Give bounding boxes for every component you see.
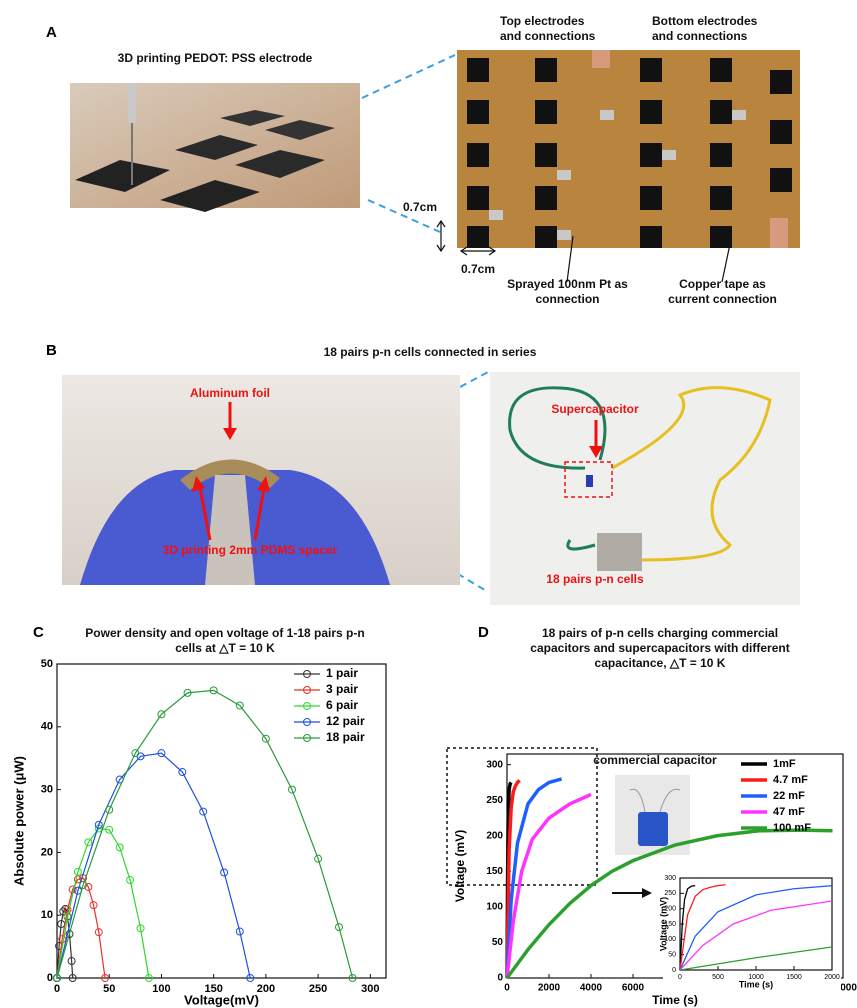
y-axis-label: Voltage (mV) [658, 897, 668, 951]
y-tick-label: 300 [664, 875, 676, 882]
annotation: commercial capacitor [590, 753, 720, 768]
y-tick-label: 250 [486, 795, 503, 806]
y-tick-label: 100 [486, 902, 503, 913]
caption: Sprayed 100nm Pt as connection [505, 277, 630, 307]
x-tick-label: 4000 [580, 983, 603, 994]
legend-label: 18 pair [326, 730, 365, 744]
legend-label: 4.7 mF [773, 774, 808, 786]
x-tick-label: 0 [678, 974, 682, 981]
y-tick-label: 50 [492, 937, 504, 948]
legend-label: 12 pair [326, 714, 365, 728]
caption: Bottom electrodes and connections [652, 14, 762, 44]
series-line [507, 795, 591, 978]
panel-label: A [46, 24, 57, 41]
caption: Aluminum foil [170, 386, 290, 401]
caption: Top electrodes and connections [500, 14, 600, 44]
x-axis-label: Time (s) [652, 993, 698, 1007]
y-tick-label: 250 [664, 890, 676, 897]
photo-circuit [490, 372, 800, 605]
zoom-box [447, 748, 597, 885]
x-tick-label: 6000 [622, 983, 645, 994]
x-axis-label: Voltage(mV) [184, 992, 259, 1007]
legend-label: 3 pair [326, 682, 358, 696]
x-tick-label: 300 [361, 983, 379, 995]
x-tick-label: 0 [54, 983, 60, 995]
caption: 3D printing 2mm PDMS spacer [140, 543, 360, 558]
y-tick-label: 40 [41, 721, 53, 733]
x-tick-label: 2000 [824, 974, 840, 981]
x-tick-label: 250 [309, 983, 327, 995]
photo-printing [70, 83, 360, 212]
x-axis-label: Time (s) [739, 979, 773, 989]
caption: Copper tape as current connection [660, 277, 785, 307]
caption: 0.7cm [453, 262, 503, 277]
y-axis-label: Voltage (mV) [453, 830, 467, 902]
y-tick-label: 0 [672, 967, 676, 974]
panel-label: C [33, 624, 44, 641]
y-tick-label: 20 [41, 846, 53, 858]
x-tick-label: 100 [152, 983, 170, 995]
inset-arrow [612, 888, 652, 898]
photo-electrodes [457, 50, 800, 248]
x-tick-label: 2000 [538, 983, 561, 994]
y-tick-label: 0 [47, 972, 53, 984]
series-line [57, 753, 250, 978]
y-tick-label: 200 [486, 830, 503, 841]
y-tick-label: 150 [486, 866, 503, 877]
x-tick-label: 500 [712, 974, 724, 981]
figure-graphics: 0 50 100 150 200 250 300 0 10 20 30 40 50 Voltage(mV)… [0, 0, 857, 1008]
chart-title: 18 pairs of p-n cells charging commercia… [515, 626, 805, 671]
legend-label: 100 mF [773, 822, 811, 834]
caption: Supercapacitor [545, 402, 645, 417]
panel-label: B [46, 342, 57, 359]
x-tick-label: 50 [103, 983, 115, 995]
caption: 18 pairs p-n cells [535, 572, 655, 587]
y-tick-label: 0 [497, 973, 503, 984]
x-tick-label: 0 [504, 983, 510, 994]
legend-label: 6 pair [326, 698, 358, 712]
legend-label: 22 mF [773, 790, 805, 802]
y-axis-label: Absolute power (μW) [11, 756, 26, 886]
caption: 18 pairs p-n cells connected in series [280, 345, 580, 360]
y-tick-label: 30 [41, 784, 53, 796]
series-line [507, 779, 562, 978]
panel-label: D [478, 624, 489, 641]
y-tick-label: 50 [41, 658, 53, 670]
caption: 0.7cm [395, 200, 445, 215]
caption: 3D printing PEDOT: PSS electrode [95, 51, 335, 66]
y-tick-label: 10 [41, 909, 53, 921]
y-tick-label: 50 [668, 952, 676, 959]
figure: 0 50 100 150 200 250 300 0 10 20 30 40 50 Voltage(mV)… [0, 0, 857, 1008]
legend-label: 1mF [773, 758, 796, 770]
legend-label: 1 pair [326, 666, 358, 680]
y-tick-label: 300 [486, 759, 503, 770]
chart-title: Power density and open voltage of 1-18 p… [75, 626, 375, 656]
x-tick-label: 1500 [786, 974, 802, 981]
legend-label: 47 mF [773, 806, 805, 818]
x-tick-label: 200 [257, 983, 275, 995]
